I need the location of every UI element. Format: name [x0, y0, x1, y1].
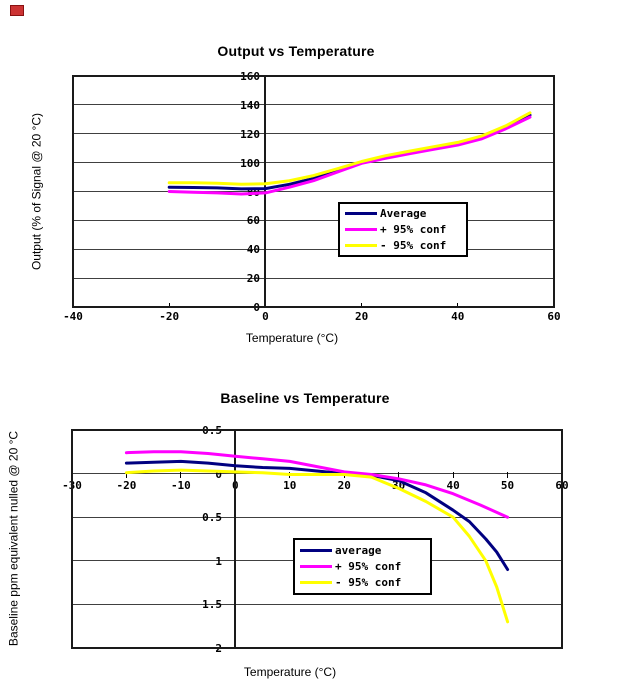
y-tick-label: 40 — [246, 243, 260, 257]
plot-area-border — [71, 429, 563, 649]
x-tick-label: 60 — [547, 310, 561, 323]
y-axis-title: Output (% of Signal @ 20 °C) — [29, 112, 44, 271]
y-tick-label: 20 — [246, 272, 260, 286]
axis-tick — [361, 303, 363, 307]
axis-tick — [168, 303, 170, 307]
legend-entry-label: average — [335, 543, 382, 557]
legend-entry: average — [300, 542, 425, 558]
legend-entry-label: - 95% conf — [380, 238, 447, 252]
legend-entry-label: - 95% conf — [335, 576, 402, 590]
legend-line-sample — [345, 243, 377, 247]
chart-title: Output vs Temperature — [217, 43, 375, 59]
x-tick-label: 20 — [354, 310, 369, 323]
gridline-y — [73, 248, 554, 250]
x-tick-label: 40 — [451, 310, 465, 323]
y-tick-label: 140 — [240, 98, 260, 112]
legend-entry: - 95% conf — [345, 237, 461, 253]
plot-area-border — [72, 75, 555, 308]
chart-title: Baseline vs Temperature — [220, 390, 390, 406]
legend-entry: + 95% conf — [300, 559, 425, 575]
legend-line-sample — [300, 581, 332, 585]
x-tick-label: -20 — [159, 310, 180, 323]
y-tick-label: 60 — [246, 214, 260, 228]
legend-entry-label: Average — [380, 207, 427, 221]
legend-entry-label: + 95% conf — [335, 560, 402, 573]
x-tick-label: 0 — [262, 310, 269, 323]
broken-image-icon — [10, 5, 24, 16]
legend-entry: + 95% conf — [345, 222, 461, 238]
y-axis-title: Baseline ppm equivalent nulled @ 20 °C — [6, 430, 21, 647]
gridline-y — [73, 277, 554, 279]
legend: average + 95% conf - 95% conf — [293, 538, 432, 595]
x-tick-label: -40 — [63, 310, 83, 323]
gridline-y — [73, 219, 554, 221]
x-axis-title: Temperature (°C) — [245, 331, 339, 345]
legend-entry: - 95% conf — [300, 575, 425, 591]
legend-entry-label: + 95% conf — [380, 223, 447, 236]
legend-line-sample — [300, 548, 332, 552]
legend: Average + 95% conf - 95% conf — [338, 202, 468, 257]
y-axis-line — [234, 430, 237, 648]
legend-entry: Average — [345, 206, 461, 222]
y-axis-line — [264, 76, 267, 307]
legend-line-sample — [345, 228, 377, 231]
legend-line-sample — [300, 565, 332, 568]
x-axis-title: Temperature (°C) — [243, 665, 337, 679]
legend-line-sample — [345, 212, 377, 216]
axis-tick — [457, 303, 459, 307]
gridline-y — [73, 104, 554, 106]
